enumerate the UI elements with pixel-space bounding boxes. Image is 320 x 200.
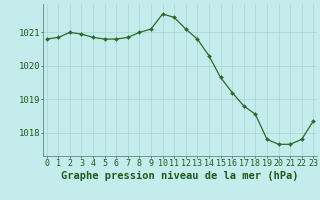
- X-axis label: Graphe pression niveau de la mer (hPa): Graphe pression niveau de la mer (hPa): [61, 171, 299, 181]
